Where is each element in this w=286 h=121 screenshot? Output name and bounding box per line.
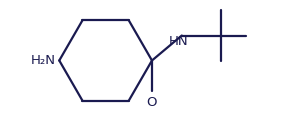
Text: O: O [147,96,157,109]
Text: H₂N: H₂N [31,54,56,67]
Text: HN: HN [168,35,188,48]
